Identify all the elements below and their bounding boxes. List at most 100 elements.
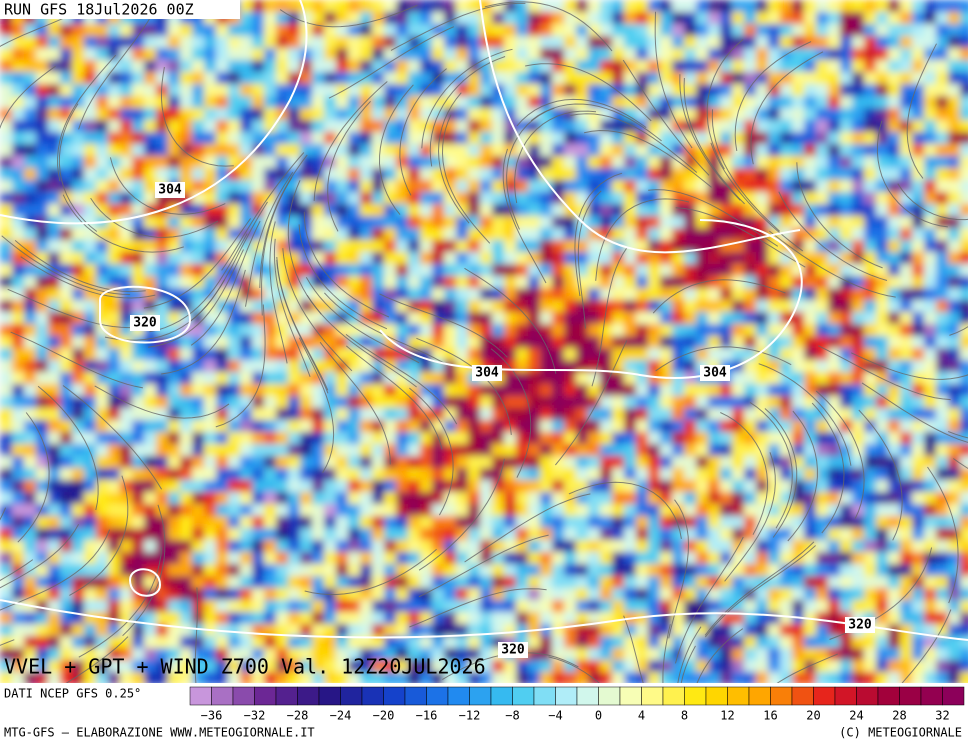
field-cell (720, 12, 733, 25)
field-cell (252, 60, 265, 73)
field-cell (756, 360, 769, 373)
field-cell (12, 528, 25, 541)
field-cell (408, 672, 421, 683)
field-cell (696, 336, 709, 349)
field-cell (552, 84, 565, 97)
field-cell (864, 492, 877, 505)
field-cell (552, 384, 565, 397)
field-cell (180, 36, 193, 49)
field-cell (528, 576, 541, 589)
field-cell (672, 48, 685, 61)
field-cell (756, 108, 769, 121)
field-cell (24, 504, 37, 517)
colorbar-swatch (533, 686, 556, 706)
field-cell (924, 492, 937, 505)
field-cell (456, 408, 469, 421)
field-cell (720, 348, 733, 361)
colorbar-tick-label: −20 (373, 709, 395, 723)
field-cell (12, 180, 25, 193)
field-cell (552, 540, 565, 553)
streamline (484, 1, 613, 52)
field-cell (300, 204, 313, 217)
field-cell (180, 72, 193, 85)
field-cell (852, 576, 865, 589)
field-cell (828, 144, 841, 157)
field-cell (696, 132, 709, 145)
field-cell (840, 48, 853, 61)
field-cell (840, 36, 853, 49)
field-cell (768, 264, 781, 277)
field-cell (300, 192, 313, 205)
field-cell (228, 516, 241, 529)
field-cell (924, 12, 937, 25)
field-cell (816, 216, 829, 229)
field-cell (936, 180, 949, 193)
field-cell (552, 612, 565, 625)
field-cell (924, 528, 937, 541)
field-cell (864, 468, 877, 481)
field-cell (576, 264, 589, 277)
field-cell (24, 660, 37, 673)
field-cell (504, 672, 517, 683)
field-cell (444, 252, 457, 265)
field-cell (0, 444, 13, 457)
field-cell (936, 600, 949, 613)
field-cell (132, 444, 145, 457)
field-cell (744, 384, 757, 397)
field-cell (228, 24, 241, 37)
field-cell (528, 84, 541, 97)
field-cell (528, 504, 541, 517)
field-cell (708, 180, 721, 193)
field-cell (624, 300, 637, 313)
field-cell (732, 108, 745, 121)
field-cell (576, 312, 589, 325)
field-cell (468, 516, 481, 529)
field-cell (540, 312, 553, 325)
field-cell (60, 264, 73, 277)
field-cell (420, 156, 433, 169)
field-cell (588, 648, 601, 661)
field-cell (60, 504, 73, 517)
field-cell (96, 204, 109, 217)
field-cell (648, 516, 661, 529)
field-cell (60, 156, 73, 169)
field-cell (480, 156, 493, 169)
field-cell (876, 588, 889, 601)
streamline (0, 524, 80, 589)
field-cell (564, 288, 577, 301)
field-cell (264, 672, 277, 683)
field-cell (504, 456, 517, 469)
streamline (149, 233, 248, 333)
field-cell (636, 576, 649, 589)
field-cell (816, 48, 829, 61)
field-cell (888, 636, 901, 649)
field-cell (540, 288, 553, 301)
field-cell (948, 156, 961, 169)
field-cell (384, 396, 397, 409)
field-cell (744, 72, 757, 85)
field-cell (648, 312, 661, 325)
field-cell (372, 588, 385, 601)
field-cell (84, 120, 97, 133)
field-cell (480, 408, 493, 421)
field-cell (888, 156, 901, 169)
field-cell (876, 132, 889, 145)
field-cell (324, 432, 337, 445)
field-cell (816, 648, 829, 661)
streamline (269, 221, 288, 364)
field-cell (648, 276, 661, 289)
field-cell (720, 96, 733, 109)
field-cell (60, 72, 73, 85)
colorbar-swatch (469, 686, 492, 706)
field-cell (804, 288, 817, 301)
field-cell (672, 384, 685, 397)
field-cell (12, 132, 25, 145)
field-cell (936, 408, 949, 421)
field-cell (624, 432, 637, 445)
field-cell (840, 156, 853, 169)
field-cell (168, 468, 181, 481)
field-cell (132, 624, 145, 637)
field-cell (504, 324, 517, 337)
field-cell (144, 480, 157, 493)
field-cell (408, 120, 421, 133)
